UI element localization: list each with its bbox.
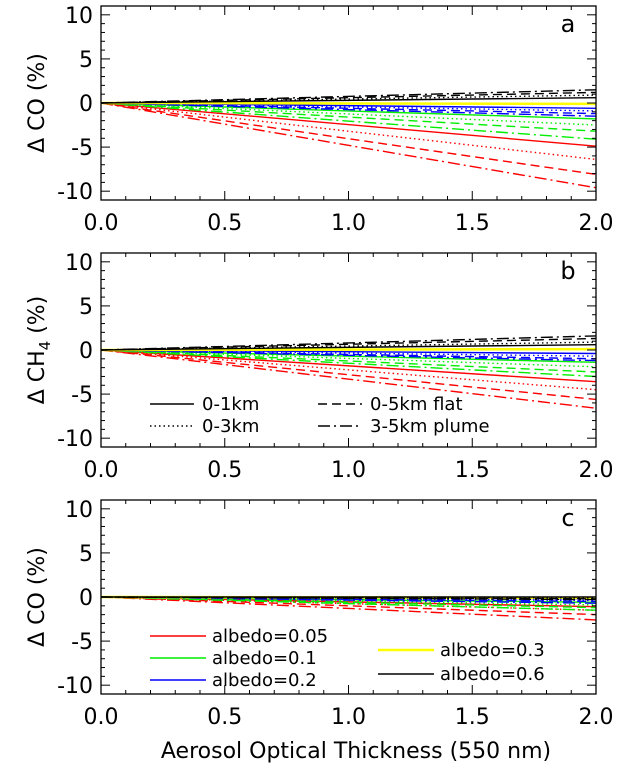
series-line [100, 349, 597, 368]
series-line [100, 344, 597, 351]
series-line [100, 335, 597, 351]
y-tick-label: 5 [79, 48, 93, 73]
x-tick-label: 0.5 [207, 458, 242, 483]
series-line [100, 102, 597, 117]
series-line [100, 94, 597, 104]
y-tick-label: 0 [79, 339, 93, 364]
series-line [100, 596, 597, 621]
y-axis-title-main: Δ CO [25, 98, 50, 153]
x-tick-label: 0.5 [207, 705, 242, 730]
panel-label: a [561, 10, 576, 38]
legend-label: 0-3km [202, 416, 259, 437]
series-line [100, 596, 597, 611]
series-line [100, 102, 597, 132]
series-line [100, 102, 597, 147]
y-tick-label: 10 [65, 4, 93, 29]
panel-c: 0.0 0.5 1.0 1.5 2.0 -10 -5 0 5 10 Δ CO (%) c albedo=… [25, 498, 614, 730]
series-line [100, 102, 597, 115]
series-line [100, 97, 597, 104]
series-line [100, 349, 597, 373]
series-line [100, 596, 597, 609]
legend-label: albedo=0.3 [440, 640, 545, 661]
series-line [100, 101, 597, 106]
series-line [100, 349, 597, 401]
y-tick-label: 5 [79, 542, 93, 567]
y-tick-label: -5 [71, 630, 93, 655]
series-line [100, 349, 597, 409]
legend-label: 0-1km [202, 394, 259, 415]
series-line [100, 596, 597, 603]
y-axis-title: Δ CO (%) [25, 547, 50, 647]
series-line [100, 596, 597, 601]
series-line [100, 349, 597, 360]
series-line [100, 349, 597, 362]
x-tick-label: 2.0 [579, 705, 614, 730]
x-tick-label: 0.0 [84, 705, 119, 730]
legend-label: 3-5km plume [370, 416, 490, 437]
y-axis-title-unit: (%) [25, 53, 50, 98]
y-axis-title: Δ CH4 (%) [25, 296, 54, 405]
y-tick-label: -5 [71, 383, 93, 408]
y-tick-label: -5 [71, 136, 93, 161]
x-tick-label: 1.0 [331, 211, 366, 236]
series-line [100, 596, 597, 599]
panel-label: c [561, 504, 574, 532]
panel-label: b [560, 257, 575, 285]
x-tick-label: 2.0 [579, 458, 614, 483]
x-tick-label: 0.5 [207, 211, 242, 236]
series-line [100, 102, 597, 161]
series-line [100, 349, 597, 357]
x-tick-label: 1.0 [331, 458, 366, 483]
legend-label: albedo=0.6 [440, 664, 545, 685]
series-line [100, 102, 597, 112]
x-tick-label: 0.0 [84, 211, 119, 236]
series-line [100, 349, 597, 391]
legend-label: albedo=0.1 [212, 648, 317, 669]
series-line [100, 102, 597, 126]
x-tick-label: 1.0 [331, 705, 366, 730]
y-tick-label: 5 [79, 295, 93, 320]
series-line [100, 102, 597, 189]
y-tick-label: 10 [65, 498, 93, 523]
series-line [100, 91, 597, 104]
y-axis-title-main: Δ CH [25, 350, 50, 404]
panel-a: 0.0 0.5 1.0 1.5 2.0 -10 -5 0 5 10 Δ CO (%) a [25, 4, 614, 236]
series-line [100, 102, 597, 140]
legend-label: 0-5km flat [370, 394, 463, 415]
y-axis-title-unit: (%) [25, 547, 50, 592]
series-line [100, 337, 597, 351]
y-tick-label: -10 [57, 674, 93, 699]
y-tick-label: 10 [65, 251, 93, 276]
x-axis-title: Aerosol Optical Thickness (550 nm) [161, 739, 551, 764]
legend-label: albedo=0.2 [212, 670, 317, 691]
series-line [100, 347, 597, 352]
x-tick-label: 2.0 [579, 211, 614, 236]
y-axis-title-subscript: 4 [36, 341, 54, 351]
series-line [100, 341, 597, 351]
series-line [100, 349, 597, 378]
y-tick-label: 0 [79, 92, 93, 117]
y-axis-title-unit: (%) [25, 296, 50, 341]
x-tick-label: 0.0 [84, 458, 119, 483]
y-tick-label: -10 [57, 427, 93, 452]
series-line [100, 89, 597, 104]
y-tick-label: 0 [79, 586, 93, 611]
x-tick-label: 1.5 [455, 705, 490, 730]
y-axis-title: Δ CO (%) [25, 53, 50, 153]
y-axis-title-main: Δ CO [25, 592, 50, 647]
y-tick-label: -10 [57, 180, 93, 205]
series-line [100, 349, 597, 383]
series-line [100, 596, 597, 606]
legend-label: albedo=0.05 [212, 626, 328, 647]
x-tick-label: 1.5 [455, 211, 490, 236]
x-tick-label: 1.5 [455, 458, 490, 483]
series-line [100, 596, 597, 616]
